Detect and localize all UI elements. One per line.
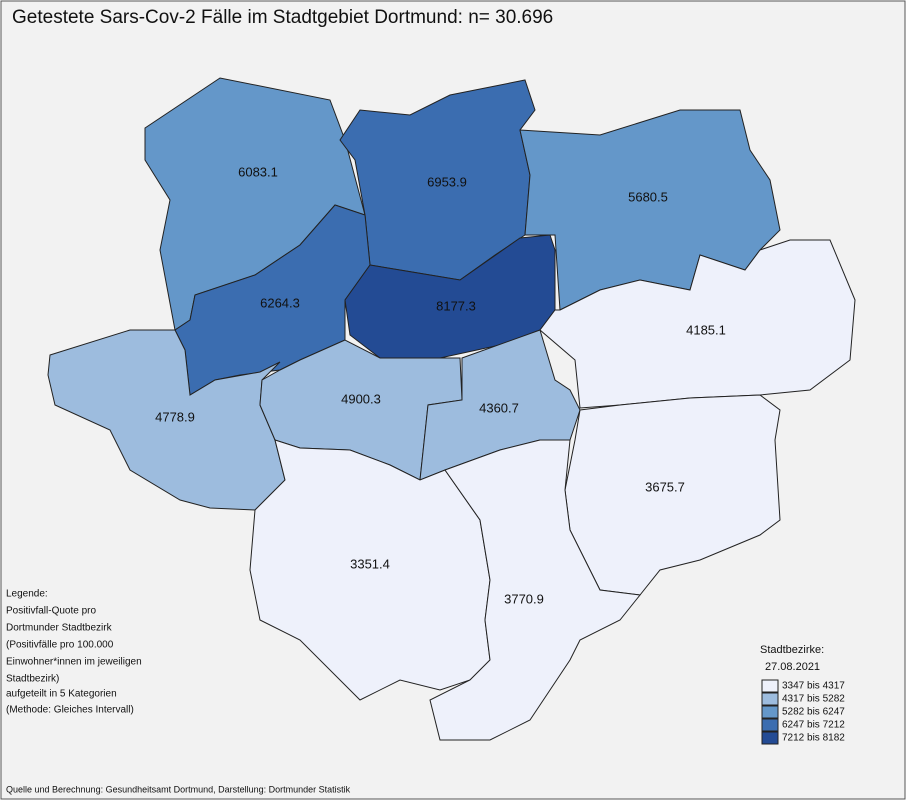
note-line: aufgeteilt in 5 Kategorien	[6, 689, 117, 700]
district	[429, 439, 641, 741]
regions	[47, 77, 856, 741]
district-label: 3675.7	[645, 479, 685, 494]
note-line: (Methode: Gleiches Intervall)	[6, 705, 134, 716]
note-line: Dortmunder Stadtbezirk	[6, 623, 113, 634]
legend-label: 4317 bis 5282	[782, 694, 845, 705]
district-label: 4900.3	[341, 391, 381, 406]
district-label: 5680.5	[628, 189, 668, 204]
district-label: 6953.9	[427, 174, 467, 189]
district-label: 3351.4	[350, 556, 390, 571]
legend-swatch	[761, 731, 779, 745]
legend-label: 3347 bis 4317	[782, 681, 845, 692]
legend-swatch	[761, 718, 779, 732]
district-label: 4778.9	[155, 409, 195, 424]
legend-note: Legende: Positivfall-Quote pro Dortmunde…	[6, 589, 142, 716]
legend-swatch	[761, 705, 779, 719]
note-line: Positivfall-Quote pro	[6, 606, 96, 617]
legend-title: Stadtbezirke:	[760, 644, 824, 656]
district	[539, 239, 856, 409]
source: Quelle und Berechnung: Gesundheitsamt Do…	[6, 784, 351, 794]
district-label: 3770.9	[504, 591, 544, 606]
legend-swatch	[761, 679, 779, 693]
note-line: Legende:	[6, 589, 48, 600]
district-label: 6264.3	[260, 295, 300, 310]
legend-label: 5282 bis 6247	[782, 707, 845, 718]
note-line: Stadtbezirk)	[6, 674, 59, 685]
title: Getestete Sars-Cov-2 Fälle im Stadtgebie…	[12, 7, 553, 28]
legend-swatch	[761, 692, 779, 706]
note-line: (Positivfälle pro 100.000	[6, 640, 114, 651]
legend-label: 6247 bis 7212	[782, 720, 845, 731]
legend-label: 7212 bis 8182	[782, 733, 845, 744]
legend: 3347 bis 4317 4317 bis 5282 5282 bis 6247 6…	[761, 679, 845, 745]
legend-date: 27.08.2021	[765, 661, 820, 673]
district-label: 8177.3	[436, 298, 476, 313]
district-label: 4360.7	[479, 400, 519, 415]
district-label: 6083.1	[238, 164, 278, 179]
district-label: 4185.1	[686, 322, 726, 337]
note-line: Einwohner*innen im jeweiligen	[6, 657, 142, 668]
